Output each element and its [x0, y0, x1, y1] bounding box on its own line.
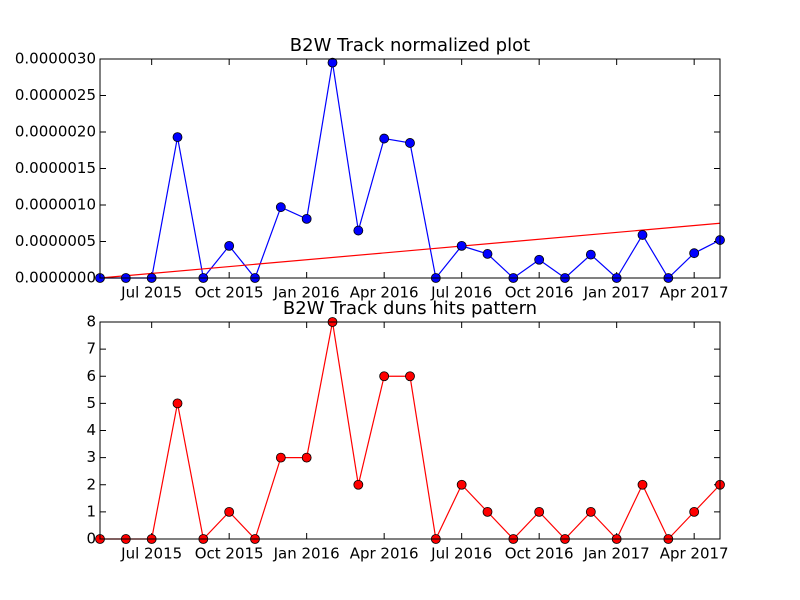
chart-title: B2W Track normalized plot [290, 35, 530, 56]
x-tick-label: Oct 2015 [195, 284, 264, 302]
y-tick-label: 8 [86, 313, 96, 331]
point [353, 479, 364, 490]
y-tick-label: 0.0000025 [15, 86, 96, 104]
point [405, 371, 415, 382]
chart-title: B2W Track duns hits pattern [283, 298, 537, 319]
plot-frame [99, 321, 721, 540]
point [456, 240, 467, 251]
point [172, 132, 183, 143]
x-tick-label: Apr 2017 [660, 545, 729, 563]
x-tick-label: Jan 2017 [583, 284, 650, 302]
point [301, 213, 312, 224]
y-tick-label: 0.0000020 [15, 123, 96, 141]
y-tick-label: 2 [86, 475, 96, 493]
y-tick-label: 4 [86, 421, 96, 439]
y-tick-label: 0.0000005 [15, 232, 96, 250]
x-tick-label: Apr 2016 [350, 545, 419, 563]
x-tick-label: Jan 2016 [273, 545, 340, 563]
y-tick-label: 0.0000015 [15, 159, 96, 177]
point [585, 249, 596, 260]
x-tick-label: Jul 2016 [430, 545, 492, 563]
y-tick-label: 3 [86, 448, 96, 466]
y-tick-label: 0 [86, 530, 96, 548]
trend-line [99, 222, 721, 279]
point [482, 506, 493, 517]
x-tick-label: Apr 2017 [660, 284, 729, 302]
x-tick-label: Jul 2015 [120, 545, 182, 563]
y-tick-label: 0.0000000 [15, 269, 96, 287]
point [275, 452, 286, 463]
point [275, 202, 286, 213]
x-tick-label: Jan 2017 [583, 545, 650, 563]
y-tick-label: 1 [86, 502, 96, 520]
x-tick-label: Apr 2016 [350, 284, 419, 302]
point [637, 479, 648, 490]
point [224, 240, 235, 251]
point [637, 230, 648, 240]
series-line [100, 321, 721, 542]
plot-frame [99, 58, 721, 279]
y-tick-label: 7 [86, 340, 96, 358]
x-tick-label: Oct 2016 [505, 284, 574, 302]
point [379, 133, 390, 144]
point [585, 506, 596, 517]
point [327, 57, 338, 68]
point [353, 225, 364, 236]
point [301, 452, 312, 463]
x-tick-label: Oct 2016 [505, 545, 574, 563]
point [379, 371, 390, 382]
point [172, 398, 183, 409]
series-line [100, 62, 721, 280]
point [405, 138, 415, 148]
x-tick-label: Jul 2016 [430, 284, 492, 302]
point [482, 249, 493, 259]
point [534, 506, 545, 517]
x-tick-label: Jan 2016 [273, 284, 340, 302]
x-tick-label: Oct 2015 [195, 545, 264, 563]
y-tick-label: 0.0000010 [15, 196, 96, 214]
point [534, 254, 545, 265]
y-tick-label: 0.0000030 [15, 50, 96, 68]
point [456, 479, 467, 490]
y-tick-label: 6 [86, 367, 96, 385]
point [689, 506, 700, 517]
point [224, 506, 235, 517]
x-tick-label: Jul 2015 [120, 284, 182, 302]
point [689, 248, 700, 259]
y-tick-label: 5 [86, 394, 96, 412]
